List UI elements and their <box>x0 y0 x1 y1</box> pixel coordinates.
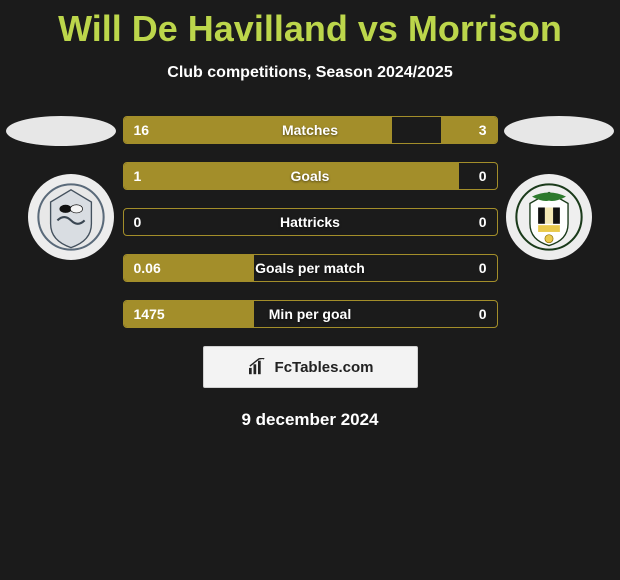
stat-label: Matches <box>124 116 497 144</box>
comparison-subtitle: Club competitions, Season 2024/2025 <box>0 64 620 82</box>
brand-text: FcTables.com <box>275 359 374 376</box>
stat-row: 16 Matches 3 <box>123 116 498 144</box>
shield-icon <box>37 183 105 251</box>
stat-row: 0.06 Goals per match 0 <box>123 254 498 282</box>
stats-rows: 16 Matches 3 1 Goals 0 0 Hattricks 0 0.0… <box>123 116 498 328</box>
stat-label: Goals <box>124 162 497 190</box>
stat-value-right: 0 <box>479 254 487 282</box>
stat-label: Min per goal <box>124 300 497 328</box>
player-left-marker <box>6 116 116 146</box>
stat-row: 1 Goals 0 <box>123 162 498 190</box>
comparison-date: 9 december 2024 <box>0 410 620 430</box>
comparison-main: 16 Matches 3 1 Goals 0 0 Hattricks 0 0.0… <box>0 116 620 430</box>
club-left-badge <box>28 174 114 260</box>
player-right-marker <box>504 116 614 146</box>
stat-row: 1475 Min per goal 0 <box>123 300 498 328</box>
stat-row: 0 Hattricks 0 <box>123 208 498 236</box>
stat-label: Hattricks <box>124 208 497 236</box>
comparison-title: Will De Havilland vs Morrison <box>0 0 620 50</box>
chart-icon <box>247 358 269 376</box>
shield-icon <box>515 183 583 251</box>
stat-value-right: 3 <box>479 116 487 144</box>
brand-box[interactable]: FcTables.com <box>203 346 418 388</box>
stat-value-right: 0 <box>479 208 487 236</box>
stat-label: Goals per match <box>124 254 497 282</box>
stat-value-right: 0 <box>479 162 487 190</box>
stat-value-right: 0 <box>479 300 487 328</box>
club-right-badge <box>506 174 592 260</box>
